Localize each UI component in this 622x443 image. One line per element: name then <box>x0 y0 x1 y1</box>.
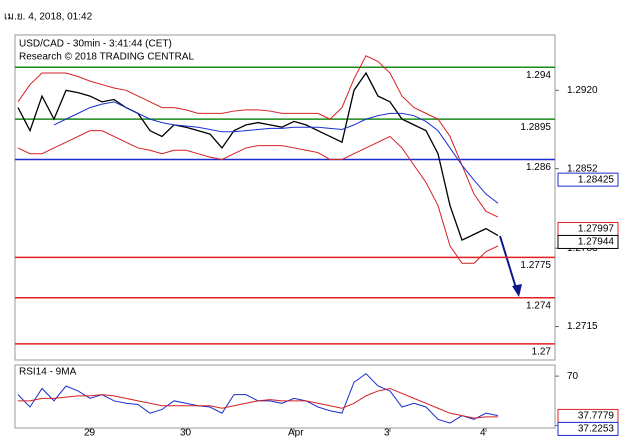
price-panel <box>14 34 556 361</box>
x-tick-label: 4 <box>480 428 486 439</box>
price-tag <box>557 234 619 249</box>
series-line <box>17 55 499 218</box>
level-label: 1.286 <box>526 162 551 173</box>
level-label: 1.2775 <box>520 260 551 271</box>
y-tick-label: 70 <box>567 371 579 382</box>
level-label: 1.274 <box>526 300 551 311</box>
y-tick-label: 1.2852 <box>567 163 598 174</box>
price-tag-label: 1.27944 <box>578 237 615 248</box>
x-tick-label: 29 <box>84 428 96 439</box>
level-label: 1.27 <box>532 347 552 358</box>
x-tick-label: Apr <box>288 428 304 439</box>
price-tag-label: 37.2253 <box>578 424 615 435</box>
x-tick-label: 30 <box>180 428 192 439</box>
y-tick-label: 1.2920 <box>567 85 598 96</box>
timestamp: เม.ย. 4, 2018, 01:42 <box>4 12 93 23</box>
series-line <box>17 130 499 264</box>
series-line <box>17 71 499 242</box>
series-line <box>53 101 499 204</box>
price-tag <box>557 421 619 436</box>
price-tag-label: 1.28425 <box>578 174 615 185</box>
forecast-arrow <box>499 235 522 297</box>
level-label: 1.294 <box>526 70 551 81</box>
x-tick-label: 3 <box>384 428 390 439</box>
y-tick-label: 1.2715 <box>567 321 598 332</box>
chart-title: USD/CAD - 30min - 3:41:44 (CET) <box>19 39 172 50</box>
series-line <box>18 387 498 419</box>
price-tag-label: 1.27997 <box>578 224 615 235</box>
chart-subtitle: Research © 2018 TRADING CENTRAL <box>19 52 194 63</box>
level-label: 1.2895 <box>520 122 551 133</box>
price-tag-label: 37.7779 <box>578 411 615 422</box>
price-tag <box>557 172 619 187</box>
rsi-title: RSI14 - 9MA <box>19 367 77 378</box>
